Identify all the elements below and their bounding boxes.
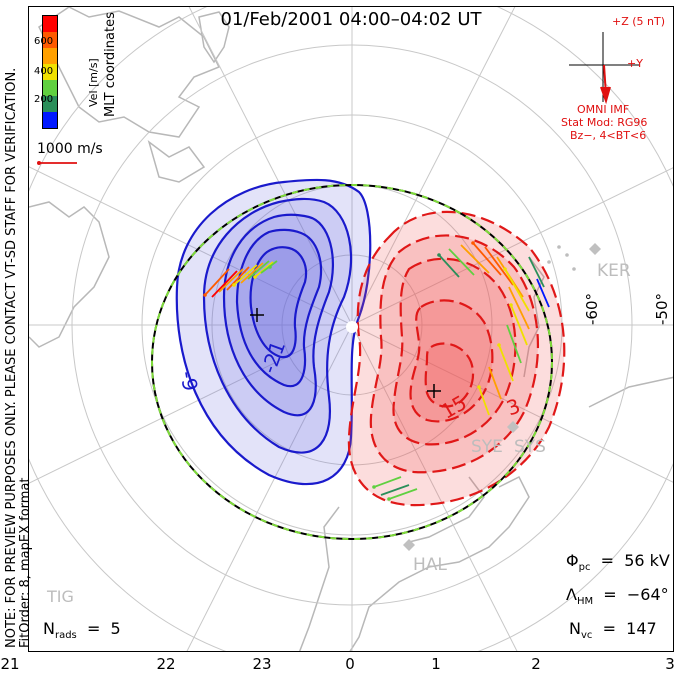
n-vc-stat: Nvc = 147 [569, 619, 657, 642]
coastlines [29, 7, 673, 651]
mlt-tick-22: 22 [156, 655, 176, 673]
colorbar-cells [42, 15, 58, 129]
fit-order-note: FitOrder: 8, mapEX format [18, 477, 33, 648]
cell-center-markers [250, 308, 441, 398]
preview-note: NOTE: FOR PREVIEW PURPOSES ONLY. PLEASE … [4, 67, 19, 648]
neg-contour-5 [249, 246, 308, 359]
neg-contour-4 [235, 228, 323, 388]
mlt-tick-21: 21 [0, 655, 20, 673]
imf-vector [600, 64, 611, 105]
neg-contour-2 [202, 197, 353, 454]
mlt-tick-0: 0 [345, 655, 355, 673]
velocity-vectors-dusk [203, 260, 278, 298]
colorbar-cell [43, 48, 57, 64]
map-frame: 01/Feb/2001 04:00–04:02 UT 600 400 200 V… [28, 6, 674, 652]
vector-scale-bar [37, 161, 77, 165]
imf-source: OMNI IMF [577, 103, 630, 116]
hm-boundary-dash [151, 184, 553, 540]
neg-contour-1 [175, 178, 372, 486]
mlt-tick-3: 3 [665, 655, 675, 673]
coordinate-label: MLT coordinates [103, 12, 118, 117]
contour-label-neg9: -9 [175, 369, 203, 393]
lat-label-60: -60° [583, 293, 601, 325]
lambda-hm-value: −64° [626, 585, 669, 604]
negative-cell [175, 178, 372, 486]
imf-z-label: +Z (5 nT) [612, 15, 666, 28]
mlt-meridians [29, 7, 673, 651]
map-title: 01/Feb/2001 04:00–04:02 UT [220, 9, 482, 30]
colorbar-cell [43, 96, 57, 112]
convection-map [29, 7, 673, 651]
colorbar-tick-400: 400 [34, 66, 54, 77]
mlt-tick-23: 23 [252, 655, 272, 673]
station-markers [403, 243, 601, 551]
colorbar [42, 15, 58, 129]
n-rads-stat: Nrads = 5 [43, 619, 121, 642]
lat-label-50: -50° [653, 293, 671, 325]
imf-condition: Bz−, 4<BT<6 [570, 129, 647, 142]
station-sys: SYS [514, 437, 546, 457]
pole-gap [346, 321, 358, 333]
station-ker: KER [597, 261, 631, 281]
colorbar-cell [43, 112, 57, 128]
n-vc-value: 147 [626, 619, 657, 638]
colorbar-cell [43, 80, 57, 96]
colorbar-cell [43, 16, 57, 32]
lambda-hm-stat: ΛHM = −64° [566, 585, 669, 608]
station-tig: TIG [47, 587, 74, 606]
vel-label: Vel [m/s] [87, 58, 100, 107]
phi-pc-value: 56 kV [624, 551, 670, 570]
mlt-tick-2: 2 [531, 655, 541, 673]
colorbar-tick-200: 200 [34, 94, 54, 105]
mlt-tick-1: 1 [431, 655, 441, 673]
colorbar-cell [43, 32, 57, 48]
velocity-vectors-dawn [372, 241, 576, 501]
station-sye: SYE [471, 437, 503, 457]
vector-scale-label: 1000 m/s [37, 141, 103, 157]
n-rads-value: 5 [110, 619, 121, 638]
station-hal: HAL [413, 555, 447, 575]
colorbar-cell [43, 64, 57, 80]
phi-pc-stat: Φpc = 56 kV [566, 551, 670, 574]
imf-y-label: +Y [627, 57, 643, 70]
imf-stat-mod: Stat Mod: RG96 [561, 116, 648, 129]
colorbar-tick-600: 600 [34, 36, 54, 47]
